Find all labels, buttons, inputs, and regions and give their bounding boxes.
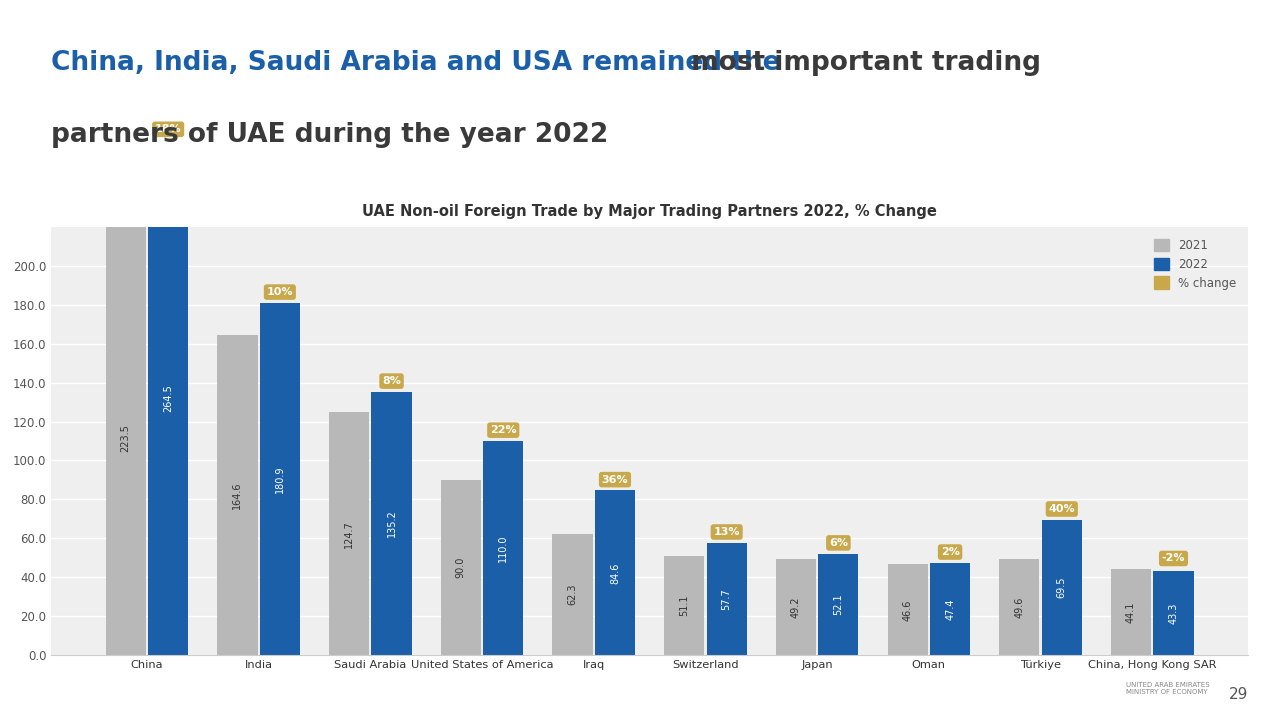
Text: 22%: 22% (490, 425, 517, 435)
Text: These major partners collectively contribute 46.8% of the UAE’s non-oil trade: These major partners collectively contri… (269, 193, 1030, 211)
Title: UAE Non-oil Foreign Trade by Major Trading Partners 2022, % Change: UAE Non-oil Foreign Trade by Major Tradi… (362, 204, 937, 219)
Text: 62.3: 62.3 (567, 584, 577, 606)
Text: China, India, Saudi Arabia and USA remained the: China, India, Saudi Arabia and USA remai… (51, 50, 781, 76)
Bar (1042, 520, 1082, 655)
Text: 124.7: 124.7 (344, 520, 355, 548)
Text: 52.1: 52.1 (833, 594, 844, 616)
Legend: 2021, 2022, % change: 2021, 2022, % change (1148, 233, 1242, 295)
Text: UNITED ARAB EMIRATES
MINISTRY OF ECONOMY: UNITED ARAB EMIRATES MINISTRY OF ECONOMY (1126, 682, 1210, 695)
Bar (707, 543, 746, 655)
Text: 43.3: 43.3 (1169, 603, 1179, 624)
Text: 13%: 13% (713, 527, 740, 537)
Text: 57.7: 57.7 (722, 588, 732, 610)
Bar (483, 441, 524, 655)
Bar (553, 534, 593, 655)
Bar (818, 554, 859, 655)
Text: partners of UAE during the year 2022: partners of UAE during the year 2022 (51, 122, 608, 148)
Text: 2%: 2% (941, 547, 960, 557)
Text: 6%: 6% (829, 538, 847, 548)
Text: 90.0: 90.0 (456, 557, 466, 578)
Text: 69.5: 69.5 (1057, 577, 1066, 598)
Bar (440, 480, 481, 655)
Text: 8%: 8% (383, 376, 401, 386)
Bar (1000, 559, 1039, 655)
Bar (776, 559, 817, 655)
Text: 40%: 40% (1048, 504, 1075, 514)
Text: 18%: 18% (155, 125, 182, 135)
Text: 10%: 10% (266, 287, 293, 297)
Bar (106, 220, 146, 655)
Bar (595, 490, 635, 655)
Text: -2%: -2% (1162, 554, 1185, 564)
Bar (931, 563, 970, 655)
Text: 164.6: 164.6 (233, 481, 242, 509)
Bar (329, 413, 369, 655)
Bar (371, 392, 412, 655)
Text: 264.5: 264.5 (163, 384, 173, 412)
Text: most important trading: most important trading (682, 50, 1041, 76)
Bar (1153, 571, 1194, 655)
Text: 44.1: 44.1 (1126, 602, 1137, 623)
Text: 29: 29 (1229, 687, 1248, 702)
Text: 47.4: 47.4 (945, 598, 955, 620)
Text: 46.6: 46.6 (902, 599, 913, 621)
Text: 84.6: 84.6 (611, 562, 620, 583)
Bar (887, 564, 928, 655)
Text: 223.5: 223.5 (120, 423, 131, 451)
Bar (1111, 570, 1151, 655)
Text: 135.2: 135.2 (387, 510, 397, 537)
Bar (218, 335, 257, 655)
Text: 49.6: 49.6 (1014, 596, 1024, 618)
Text: 51.1: 51.1 (680, 595, 689, 616)
Text: 49.2: 49.2 (791, 597, 801, 618)
Text: 110.0: 110.0 (498, 534, 508, 562)
Bar (148, 140, 188, 655)
Bar (260, 303, 300, 655)
Text: 180.9: 180.9 (275, 465, 285, 492)
Text: 36%: 36% (602, 474, 628, 485)
Bar (664, 556, 704, 655)
